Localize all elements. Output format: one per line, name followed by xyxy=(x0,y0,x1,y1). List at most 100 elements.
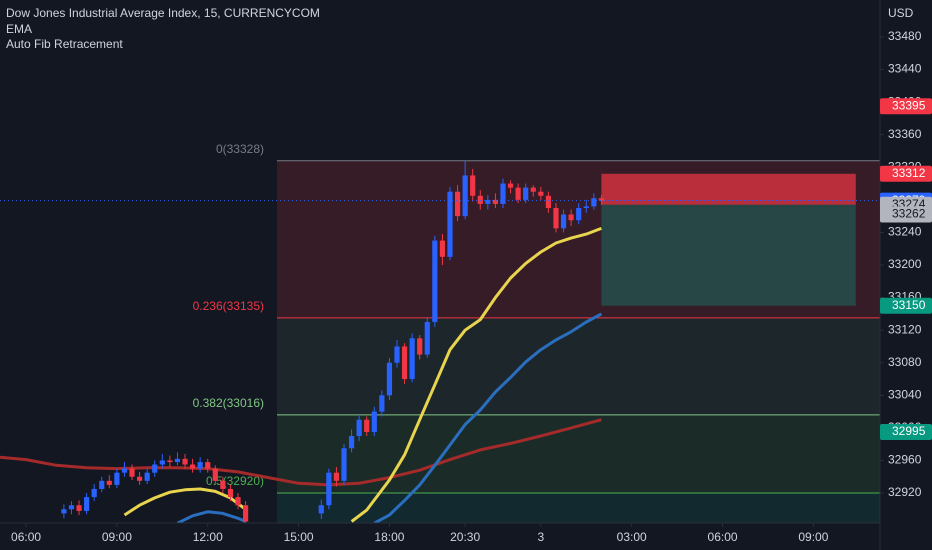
candle-body xyxy=(545,195,552,208)
candle-body xyxy=(348,436,355,449)
candle-body xyxy=(530,187,536,192)
y-tick-label: 33040 xyxy=(888,387,922,401)
y-tick-label: 33080 xyxy=(888,355,922,369)
candle-body xyxy=(91,488,97,498)
indicator: EMA xyxy=(6,22,32,36)
y-tick-label: 33120 xyxy=(888,322,922,336)
candle-body xyxy=(137,476,143,481)
candle-body xyxy=(523,187,529,200)
candle-body xyxy=(553,207,559,229)
x-tick-label: 20:30 xyxy=(450,530,480,544)
candle-body xyxy=(598,198,605,201)
candle-body xyxy=(220,480,226,489)
candle-body xyxy=(84,497,90,511)
currency: USD xyxy=(888,6,914,20)
candle-body xyxy=(235,497,241,506)
price-badge xyxy=(880,423,932,440)
candle-body xyxy=(432,240,438,323)
price-badge xyxy=(880,206,932,223)
chart-title: Dow Jones Industrial Average Index, 15, … xyxy=(6,6,320,20)
candle-body xyxy=(144,472,150,481)
candle-body xyxy=(152,464,158,473)
candle-body xyxy=(447,191,453,257)
candle-body xyxy=(159,460,165,465)
candle-body xyxy=(409,338,415,380)
candle-body xyxy=(568,214,574,221)
x-tick-label: 12:00 xyxy=(193,530,223,544)
y-tick-label: 33440 xyxy=(888,62,922,76)
price-badge-label: 33312 xyxy=(892,166,926,180)
candle-body xyxy=(318,505,324,514)
x-tick-label: 06:00 xyxy=(708,530,738,544)
candle-body xyxy=(364,419,370,432)
candle-body xyxy=(379,395,385,412)
candle-body xyxy=(129,468,135,477)
position-target xyxy=(601,204,856,306)
candle-body xyxy=(227,488,234,498)
x-tick-label: 3 xyxy=(537,530,544,544)
price-badge-label: 33395 xyxy=(892,98,926,112)
price-badge-label: 32995 xyxy=(892,424,926,438)
price-badge xyxy=(880,297,932,314)
candle-body xyxy=(333,472,340,481)
candle-body xyxy=(76,505,82,511)
candle-body xyxy=(492,199,499,204)
x-tick-label: 03:00 xyxy=(617,530,647,544)
candle-body xyxy=(121,468,128,473)
x-tick-label: 15:00 xyxy=(284,530,314,544)
candle-body xyxy=(182,458,188,465)
indicator: Auto Fib Retracement xyxy=(6,37,123,51)
candle-body xyxy=(500,183,506,204)
candle-body xyxy=(68,505,75,510)
y-tick-label: 33200 xyxy=(888,257,922,271)
fib-label: 0.236(33135) xyxy=(193,299,264,313)
candle-body xyxy=(114,472,120,485)
plot-area: 0(33328)0.236(33135)0.382(33016)0.5(3292… xyxy=(0,142,880,523)
candle-body xyxy=(197,462,203,469)
candle-body xyxy=(560,214,567,229)
fib-label: 0.382(33016) xyxy=(193,396,264,410)
candle-body xyxy=(507,183,514,188)
candle-body xyxy=(167,460,173,463)
candle-body xyxy=(326,472,332,506)
candle-body xyxy=(189,464,196,469)
candle-body xyxy=(99,480,105,489)
candle-body xyxy=(515,187,521,200)
ema-line xyxy=(0,418,602,487)
fib-label: 0(33328) xyxy=(216,142,264,156)
candle-body xyxy=(394,346,400,363)
fib-zone xyxy=(277,317,880,415)
y-tick-label: 33480 xyxy=(888,29,922,43)
candle-body xyxy=(242,505,249,522)
candle-body xyxy=(576,207,582,221)
candle-body xyxy=(106,480,112,485)
x-tick-label: 18:00 xyxy=(374,530,404,544)
candle-body xyxy=(61,509,67,514)
x-tick-label: 09:00 xyxy=(102,530,132,544)
candle-body xyxy=(386,362,393,396)
ema-line xyxy=(123,226,602,523)
candle-body xyxy=(401,346,408,380)
candle-body xyxy=(371,411,377,432)
price-badge xyxy=(880,98,932,115)
candle-body xyxy=(424,322,430,355)
candle-body xyxy=(583,206,589,208)
position-stop xyxy=(601,173,856,205)
y-tick-label: 33240 xyxy=(888,225,922,239)
candle-body xyxy=(470,175,476,196)
candle-body xyxy=(174,458,181,463)
ema-line xyxy=(176,312,603,523)
price-badge xyxy=(880,165,932,182)
candle-body xyxy=(538,191,544,196)
y-tick-label: 33360 xyxy=(888,127,922,141)
candle-body xyxy=(341,448,347,481)
candle-body xyxy=(454,191,461,217)
candle-body xyxy=(356,419,362,437)
candle-body xyxy=(205,462,211,469)
price-badge-label: 33262 xyxy=(892,207,926,221)
candle-body xyxy=(477,195,483,204)
candle-body xyxy=(485,199,491,204)
x-tick-label: 06:00 xyxy=(11,530,41,544)
